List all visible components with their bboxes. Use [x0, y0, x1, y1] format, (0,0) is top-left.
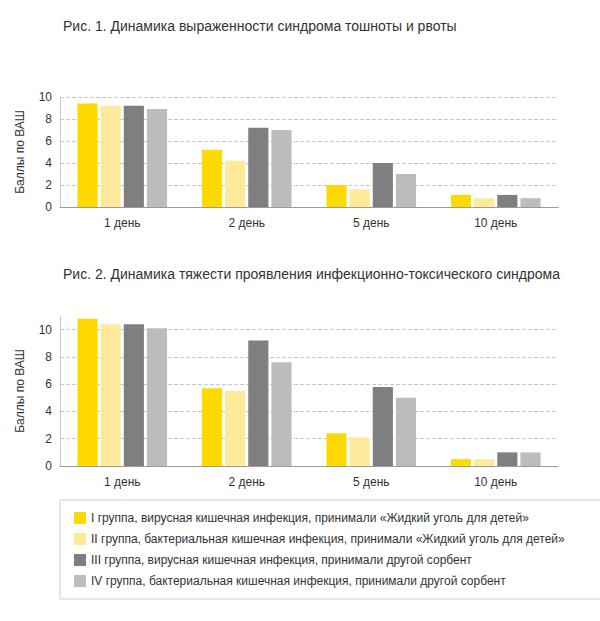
svg-text:0: 0	[45, 459, 52, 473]
svg-text:Рис. 1. Динамика выраженности: Рис. 1. Динамика выраженности синдрома т…	[63, 18, 457, 34]
svg-text:Баллы по ВАШ: Баллы по ВАШ	[13, 110, 27, 194]
svg-text:4: 4	[45, 404, 52, 418]
svg-text:10: 10	[39, 323, 53, 337]
svg-text:6: 6	[45, 134, 52, 148]
svg-text:5 день: 5 день	[353, 475, 390, 489]
svg-text:8: 8	[45, 350, 52, 364]
svg-text:2 день: 2 день	[228, 216, 265, 230]
svg-text:4: 4	[45, 156, 52, 170]
svg-text:IV группа, бактериальная кишеч: IV группа, бактериальная кишечная инфекц…	[91, 574, 506, 588]
svg-text:2: 2	[45, 432, 52, 446]
svg-text:2 день: 2 день	[228, 475, 265, 489]
svg-text:Баллы по ВАШ: Баллы по ВАШ	[13, 349, 27, 433]
svg-text:5 день: 5 день	[353, 216, 390, 230]
svg-text:6: 6	[45, 377, 52, 391]
svg-text:10 день: 10 день	[474, 475, 517, 489]
svg-text:1 день: 1 день	[104, 216, 141, 230]
svg-text:10: 10	[39, 90, 53, 104]
svg-text:2: 2	[45, 178, 52, 192]
svg-text:III группа, вирусная кишечная: III группа, вирусная кишечная инфекция, …	[91, 553, 472, 567]
svg-text:10 день: 10 день	[474, 216, 517, 230]
svg-text:0: 0	[45, 200, 52, 214]
svg-text:8: 8	[45, 112, 52, 126]
svg-text:I группа, вирусная кишечная ин: I группа, вирусная кишечная инфекция, пр…	[91, 511, 529, 525]
svg-text:Рис. 2. Динамика тяжести прояв: Рис. 2. Динамика тяжести проявления инфе…	[63, 266, 560, 282]
svg-text:II группа, бактериальная кишеч: II группа, бактериальная кишечная инфекц…	[91, 532, 565, 546]
svg-text:1 день: 1 день	[104, 475, 141, 489]
